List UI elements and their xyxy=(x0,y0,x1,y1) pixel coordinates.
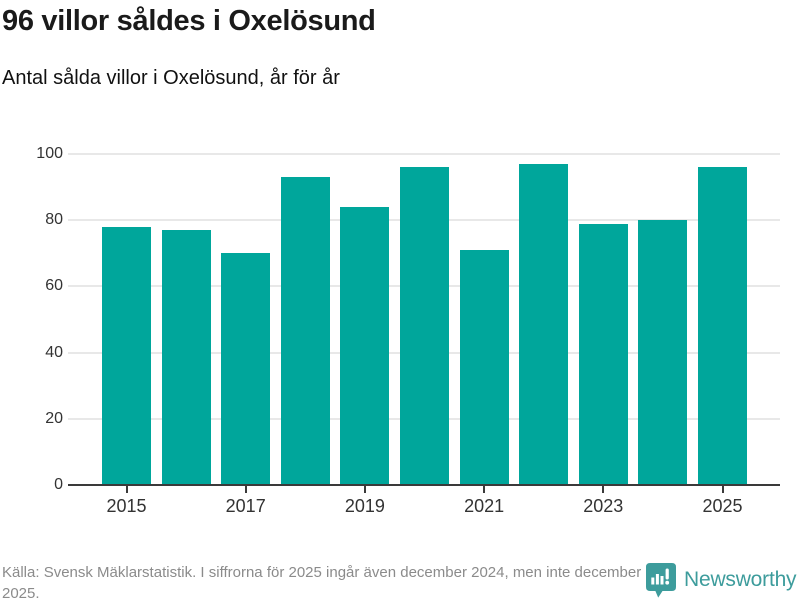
x-tick xyxy=(244,486,247,493)
x-tick-label: 2025 xyxy=(702,496,743,516)
bar-2015 xyxy=(102,226,151,484)
y-tick-label: 80 xyxy=(45,211,63,229)
chart-title: 96 villor såldes i Oxelösund xyxy=(2,5,376,37)
x-tick xyxy=(125,486,128,493)
y-tick-label: 60 xyxy=(45,277,63,295)
bar-2023 xyxy=(578,223,628,484)
gridline xyxy=(68,153,780,155)
y-tick-label: 20 xyxy=(45,409,63,427)
x-tick xyxy=(483,486,486,493)
bar-2016 xyxy=(161,230,211,484)
bar-2024 xyxy=(638,220,688,484)
newsworthy-bubble-chart-icon xyxy=(645,562,677,598)
y-tick-label: 100 xyxy=(36,145,63,162)
x-tick-label: 2019 xyxy=(344,496,385,516)
x-tick-label: 2021 xyxy=(464,496,505,516)
x-tick-label: 2023 xyxy=(583,496,624,516)
newsworthy-logo: Newsworthy xyxy=(645,562,797,598)
newsworthy-wordmark: Newsworthy xyxy=(684,568,797,591)
bar-2020 xyxy=(400,167,449,484)
x-tick xyxy=(721,486,724,493)
bar-2019 xyxy=(340,206,390,484)
x-tick xyxy=(602,486,605,493)
x-tick-label: 2015 xyxy=(106,496,147,516)
bar-2018 xyxy=(280,177,330,484)
chart-subtitle: Antal sålda villor i Oxelösund, år för å… xyxy=(2,67,340,89)
bar-2022 xyxy=(519,163,569,484)
x-tick-label: 2017 xyxy=(225,496,266,516)
y-tick-label: 40 xyxy=(45,343,63,361)
source-note: Källa: Svensk Mäklarstatistik. I siffror… xyxy=(2,564,642,600)
bar-2017 xyxy=(221,253,271,484)
bar-2025 xyxy=(698,167,747,484)
y-tick-label: 0 xyxy=(54,476,63,493)
x-tick xyxy=(363,486,366,493)
bar-2021 xyxy=(459,249,509,484)
x-axis-line xyxy=(68,484,780,486)
